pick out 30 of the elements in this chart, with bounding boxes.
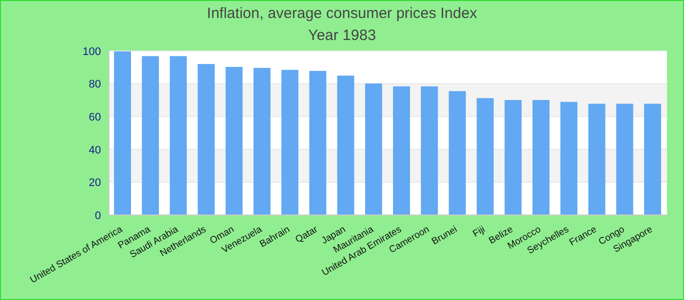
bar	[309, 70, 326, 215]
bar	[420, 86, 438, 215]
bar	[393, 86, 410, 215]
bar	[532, 100, 550, 215]
bar	[616, 104, 634, 215]
bar	[644, 104, 662, 215]
bar	[476, 98, 494, 215]
bar	[365, 83, 382, 215]
bar	[504, 100, 522, 215]
bar	[448, 91, 466, 215]
bar	[170, 56, 187, 215]
bar	[198, 64, 215, 215]
bar	[560, 102, 578, 215]
y-tick-label: 20	[88, 177, 101, 190]
x-tick-label: Qatar	[294, 224, 320, 246]
bar	[588, 104, 606, 215]
bar	[114, 51, 131, 215]
bar	[254, 68, 270, 215]
y-tick-label: 60	[88, 112, 101, 124]
chart-title: Inflation, average consumer prices Index	[206, 5, 478, 22]
bar	[337, 76, 354, 215]
bar	[281, 70, 298, 215]
bar	[226, 66, 243, 215]
chart-subtitle: Year 1983	[307, 27, 377, 44]
x-tick-label: Fiji	[471, 224, 488, 240]
y-tick-label: 100	[82, 46, 101, 58]
y-tick-label: 80	[88, 78, 101, 91]
bar	[142, 56, 159, 215]
y-tick-label: 0	[94, 210, 101, 222]
y-tick-label: 40	[88, 144, 101, 156]
